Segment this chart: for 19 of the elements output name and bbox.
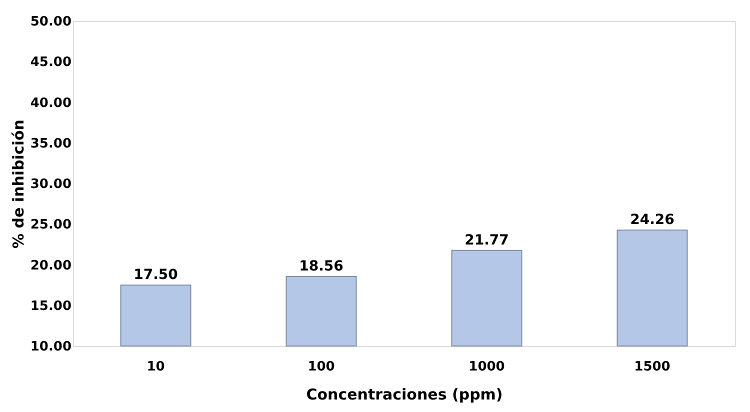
x-axis-title: Concentraciones (ppm) <box>306 386 503 404</box>
y-tick-label: 40.00 <box>30 96 72 111</box>
data-label: 17.50 <box>134 267 178 284</box>
y-tick-label: 10.00 <box>30 340 72 354</box>
x-tick-label: 10 <box>146 360 165 374</box>
y-axis-title: % de inhibición <box>9 120 28 248</box>
data-label: 18.56 <box>299 258 344 274</box>
y-tick-label: 20.00 <box>30 258 72 274</box>
y-tick-label: 25.00 <box>30 218 72 233</box>
data-label: 24.26 <box>630 212 674 228</box>
y-tick-label: 15.00 <box>30 298 72 314</box>
y-tick-label: 50.00 <box>30 14 72 30</box>
x-tick-label: 1000 <box>468 360 505 374</box>
x-tick-label: 1500 <box>634 360 670 374</box>
y-tick-label: 30.00 <box>30 177 72 192</box>
y-tick-label: 45.00 <box>30 55 72 70</box>
y-tick-label: 35.00 <box>30 136 72 152</box>
data-label: 21.77 <box>464 232 509 248</box>
x-tick-label: 100 <box>308 360 335 374</box>
